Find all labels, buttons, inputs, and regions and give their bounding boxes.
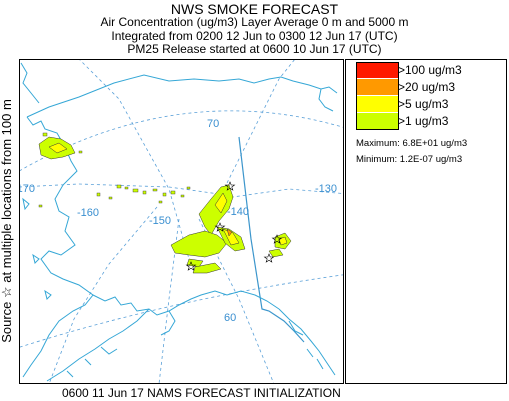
legend-maximum: Maximum: 6.8E+01 ug/m3 xyxy=(356,138,468,149)
legend-item-100: >100 ug/m3 xyxy=(356,62,506,78)
smoke-speck xyxy=(96,192,101,197)
grid-label-lon130: -130 xyxy=(315,183,337,195)
chart-title: NWS SMOKE FORECAST xyxy=(170,1,339,17)
us-canada-border xyxy=(238,136,305,343)
plume-southcentral xyxy=(192,262,222,274)
legend: >100 ug/m3 >20 ug/m3 >5 ug/m3 >1 ug/m3 M… xyxy=(345,59,507,384)
legend-swatch xyxy=(356,113,398,129)
legend-item-20: >20 ug/m3 xyxy=(356,79,506,95)
meridian-160 xyxy=(48,206,158,383)
plume-tanana-hotspot xyxy=(226,228,233,237)
star-icon xyxy=(224,181,236,191)
meridian-130 xyxy=(218,188,343,200)
subtitle-release: PM25 Release started at 0600 10 Jun 17 (… xyxy=(127,42,382,56)
star-icon xyxy=(185,261,197,271)
smoke-speck xyxy=(186,186,191,190)
legend-swatch xyxy=(356,62,398,78)
alaska-peninsula xyxy=(46,308,150,382)
star-icon xyxy=(271,234,283,244)
plume-seward-core xyxy=(48,142,68,154)
plume-central xyxy=(170,230,228,258)
legend-minimum: Minimum: 1.2E-07 ug/m3 xyxy=(356,154,463,165)
meridian-northeast xyxy=(218,60,295,200)
grid-label-lon160: -160 xyxy=(77,207,99,219)
legend-label: >1 ug/m3 xyxy=(398,114,449,128)
legend-swatch xyxy=(356,79,398,95)
smoke-speck xyxy=(38,204,43,208)
smoke-speck xyxy=(132,188,139,193)
smoke-speck xyxy=(180,194,185,198)
smoke-speck xyxy=(42,132,48,137)
coastline-chukotka xyxy=(20,62,40,104)
smoke-speck xyxy=(162,192,167,197)
grid-label-lat70: 70 xyxy=(207,118,219,130)
grid-label-lon140: -140 xyxy=(227,206,249,218)
coastline-south xyxy=(92,290,280,316)
meridian-north xyxy=(79,60,190,260)
bering-islands xyxy=(22,197,52,300)
coastline-northeast xyxy=(318,88,334,112)
aleutian-islands xyxy=(66,346,118,378)
subtitle-concentration: Air Concentration (ug/m3) Layer Average … xyxy=(100,15,409,29)
smoke-speck xyxy=(116,184,122,189)
star-icon xyxy=(214,222,226,232)
smoke-speck xyxy=(78,150,83,154)
smoke-speck xyxy=(152,188,158,192)
smoke-speck xyxy=(142,190,147,195)
smoke-speck xyxy=(124,186,129,190)
grid-label-lon170: -170 xyxy=(19,183,35,195)
source-side-label: Source ☆ at multiple locations from 100 … xyxy=(0,99,14,343)
smoke-speck xyxy=(158,200,163,204)
star-icon xyxy=(263,253,275,263)
legend-label: >5 ug/m3 xyxy=(398,97,449,111)
meridian-140 xyxy=(198,218,275,383)
grid-label-lon150: -150 xyxy=(149,215,171,227)
smoke-plumes xyxy=(38,136,292,274)
smoke-speck xyxy=(170,190,176,195)
panhandle-islands xyxy=(288,320,324,370)
footer-initialization: 0600 11 Jun 17 NAMS FORECAST INITIALIZAT… xyxy=(62,386,341,400)
coastline-north xyxy=(26,74,338,118)
smoke-speck xyxy=(108,196,113,200)
smoke-specks xyxy=(38,132,191,208)
grid-label-lat60: 60 xyxy=(224,312,236,324)
smoke-map: 70 60 -170 -160 -150 -140 -130 xyxy=(19,59,344,384)
legend-item-1: >1 ug/m3 xyxy=(356,113,506,129)
kodiak-island xyxy=(160,310,176,336)
subtitle-integration: Integrated from 0200 12 Jun to 0300 12 J… xyxy=(111,29,398,43)
legend-item-5: >5 ug/m3 xyxy=(356,96,506,112)
source-markers xyxy=(185,181,283,271)
parallel-60 xyxy=(20,274,343,348)
legend-swatch xyxy=(356,96,398,112)
map-frame xyxy=(19,59,344,384)
legend-label: >20 ug/m3 xyxy=(398,80,456,94)
meridian-170 xyxy=(20,183,220,195)
plume-yukon-south xyxy=(268,248,284,258)
coastline-panhandle xyxy=(278,308,336,376)
plume-interior-north-core xyxy=(214,192,228,214)
plume-yukon-core xyxy=(278,236,288,246)
legend-label: >100 ug/m3 xyxy=(398,63,462,77)
